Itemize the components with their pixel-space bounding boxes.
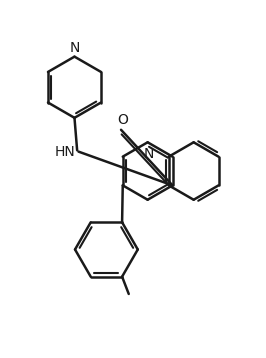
Text: N: N — [69, 41, 80, 55]
Text: N: N — [144, 147, 154, 161]
Text: O: O — [117, 113, 128, 127]
Text: HN: HN — [55, 145, 76, 159]
